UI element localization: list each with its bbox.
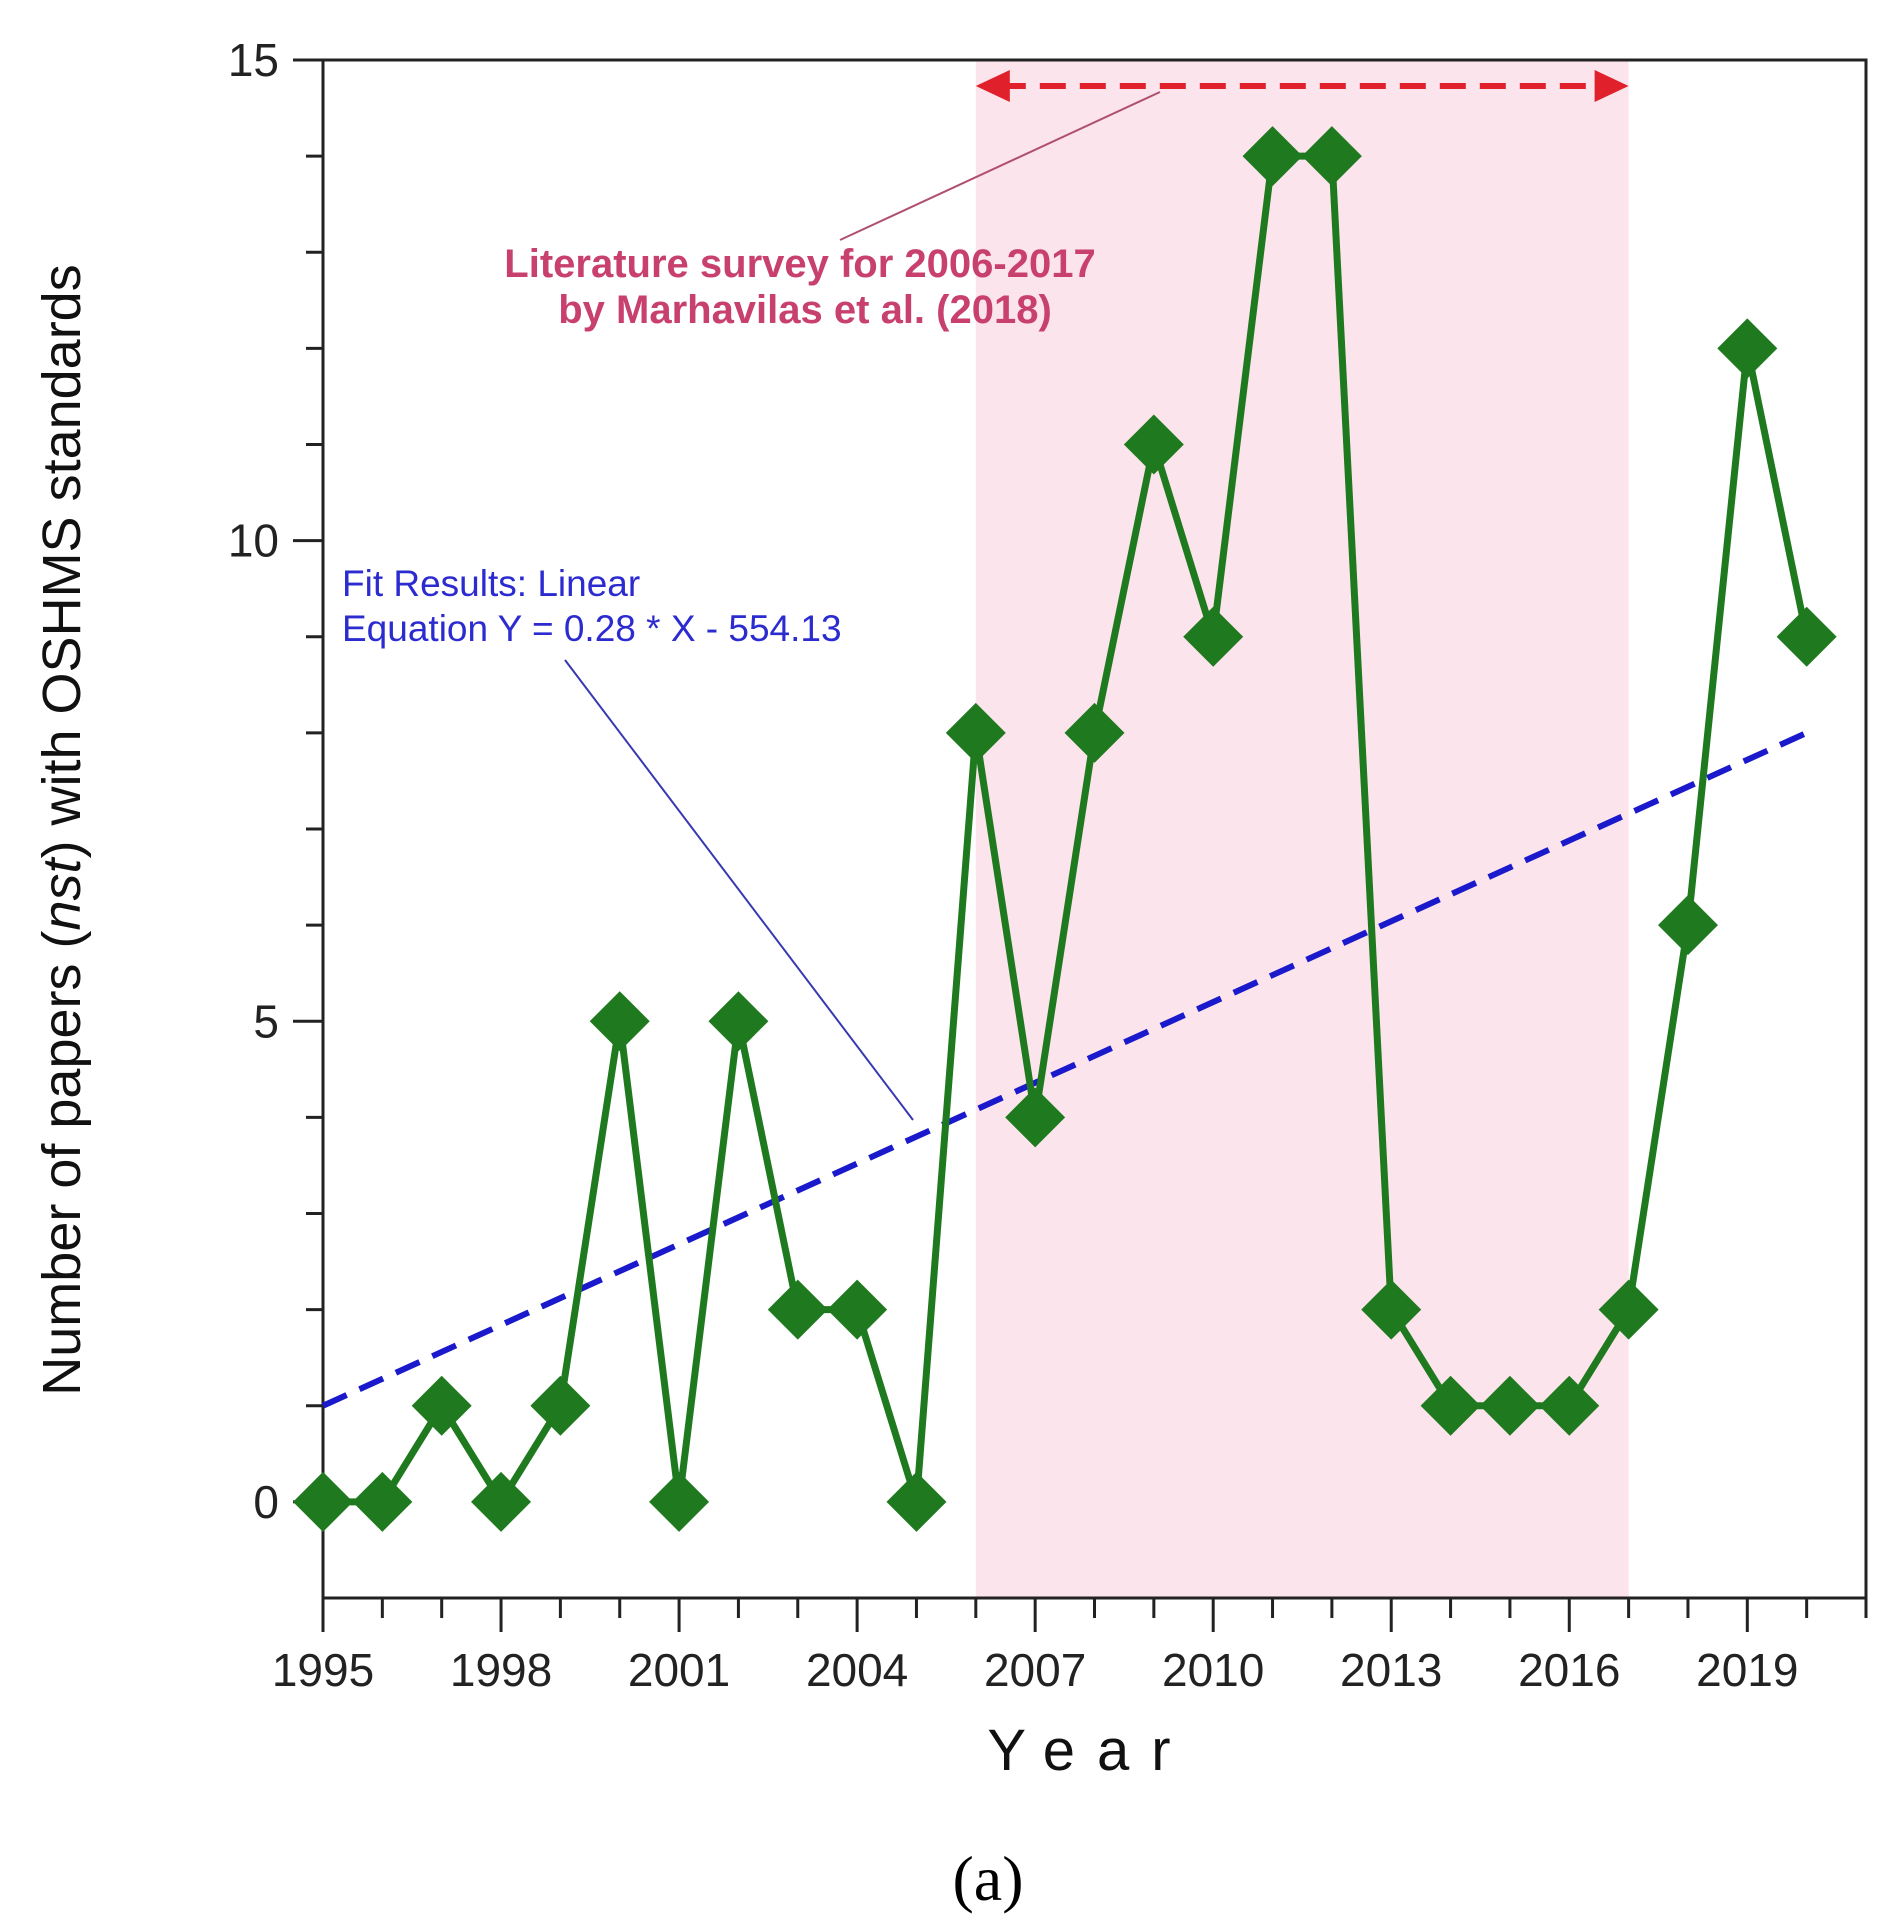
data-point [945,702,1006,763]
data-point [589,991,650,1052]
x-tick-label: 2010 [1162,1644,1264,1696]
x-tick-label: 2016 [1518,1644,1620,1696]
region-label-line2: by Marhavilas et al. (2018) [558,288,1052,332]
axes: 1995 1998 2001 2004 2007 2010 2013 2016 2019 0 5 10… [228,34,1868,1696]
fit-label-line2: Equation Y = 0.28 * X - 554.13 [342,608,842,649]
data-point [352,1471,413,1532]
x-tick-label: 2013 [1340,1644,1442,1696]
data-point [1776,606,1837,667]
data-point [1717,318,1778,379]
y-axis-title-italic: nst [32,856,92,930]
x-axis-title: Year [987,1718,1192,1783]
y-axis-title-part2: ) with OSHMS standards [32,264,92,858]
highlight-region-rect [975,60,1629,1598]
x-tick-label: 2004 [806,1644,908,1696]
figure-caption: (a) [952,1843,1023,1914]
data-point [1598,1279,1659,1340]
x-tick-label: 1998 [450,1644,552,1696]
survey-arrow-left-head [975,70,1010,102]
series-group [293,126,1837,1532]
y-axis-title: Number of papers (nst) with OSHMS standa… [32,264,92,1395]
y-axis-title-part1: Number of papers ( [32,931,92,1396]
fit-label-line1: Fit Results: Linear [342,563,640,604]
data-point [1361,1279,1422,1340]
y-tick-label: 5 [253,995,279,1047]
data-point [1479,1375,1540,1436]
highlight-region [975,60,1629,1598]
fit-leader-line [564,659,914,1121]
data-point [1064,702,1125,763]
region-label-line1: Literature survey for 2006-2017 [504,242,1095,286]
survey-arrow-right-head [1594,70,1629,102]
x-tick-label: 2019 [1696,1644,1798,1696]
data-point [293,1471,353,1532]
data-point [411,1375,472,1436]
data-point [1005,1087,1066,1148]
x-tick-label: 2007 [984,1644,1086,1696]
fit-line-group [321,730,1808,1409]
data-point [471,1471,532,1532]
axis-labels: Year Number of papers (nst) with OSHMS s… [32,264,1192,1783]
x-tick-label: 2001 [628,1644,730,1696]
data-point [708,991,769,1052]
data-point [827,1279,888,1340]
data-point [1657,895,1718,956]
annotations: Literature survey for 2006-2017 by Marha… [342,70,1629,1121]
y-tick-label: 15 [228,34,279,86]
y-tick-label: 0 [253,1476,279,1528]
data-point [767,1279,828,1340]
data-point [1123,414,1184,475]
y-tick-label: 10 [228,515,279,567]
data-point [1420,1375,1481,1436]
data-point [1242,126,1303,187]
data-point [886,1471,947,1532]
x-tick-label: 1995 [272,1644,374,1696]
fit-line [321,730,1808,1409]
data-point [530,1375,591,1436]
survey-leader-line [839,91,1161,241]
data-point [649,1471,710,1532]
data-point [1301,126,1362,187]
data-point [1539,1375,1600,1436]
data-point [1183,606,1244,667]
